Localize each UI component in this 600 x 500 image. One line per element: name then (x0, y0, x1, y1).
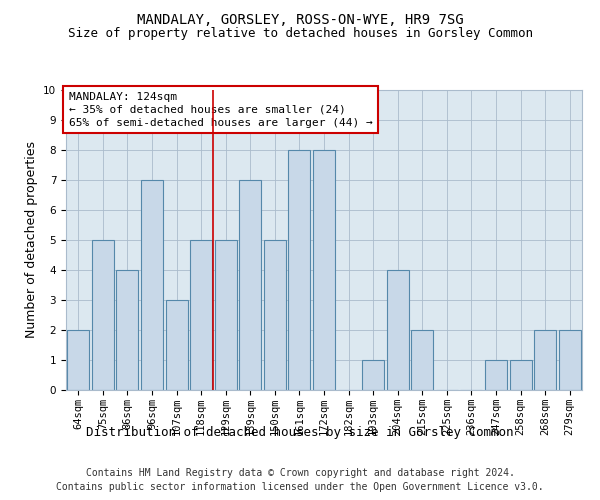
Bar (509, 360, 532, 390)
Bar (190, 240, 212, 390)
Bar (166, 300, 188, 390)
Text: MANDALAY, GORSLEY, ROSS-ON-WYE, HR9 7SG: MANDALAY, GORSLEY, ROSS-ON-WYE, HR9 7SG (137, 12, 463, 26)
Bar (116, 270, 139, 390)
Bar (411, 330, 433, 390)
Text: Distribution of detached houses by size in Gorsley Common: Distribution of detached houses by size … (86, 426, 514, 439)
Text: Size of property relative to detached houses in Gorsley Common: Size of property relative to detached ho… (67, 28, 533, 40)
Bar (289, 150, 310, 390)
Text: MANDALAY: 124sqm
← 35% of detached houses are smaller (24)
65% of semi-detached : MANDALAY: 124sqm ← 35% of detached house… (68, 92, 373, 128)
Bar (264, 240, 286, 390)
Bar (485, 360, 507, 390)
Bar (92, 240, 114, 390)
Bar (534, 330, 556, 390)
Bar (239, 180, 262, 390)
Bar (386, 270, 409, 390)
Text: Contains HM Land Registry data © Crown copyright and database right 2024.: Contains HM Land Registry data © Crown c… (86, 468, 514, 477)
Bar (362, 360, 384, 390)
Bar (313, 150, 335, 390)
Bar (141, 180, 163, 390)
Text: Contains public sector information licensed under the Open Government Licence v3: Contains public sector information licen… (56, 482, 544, 492)
Bar (559, 330, 581, 390)
Bar (67, 330, 89, 390)
Bar (215, 240, 237, 390)
Y-axis label: Number of detached properties: Number of detached properties (25, 142, 38, 338)
